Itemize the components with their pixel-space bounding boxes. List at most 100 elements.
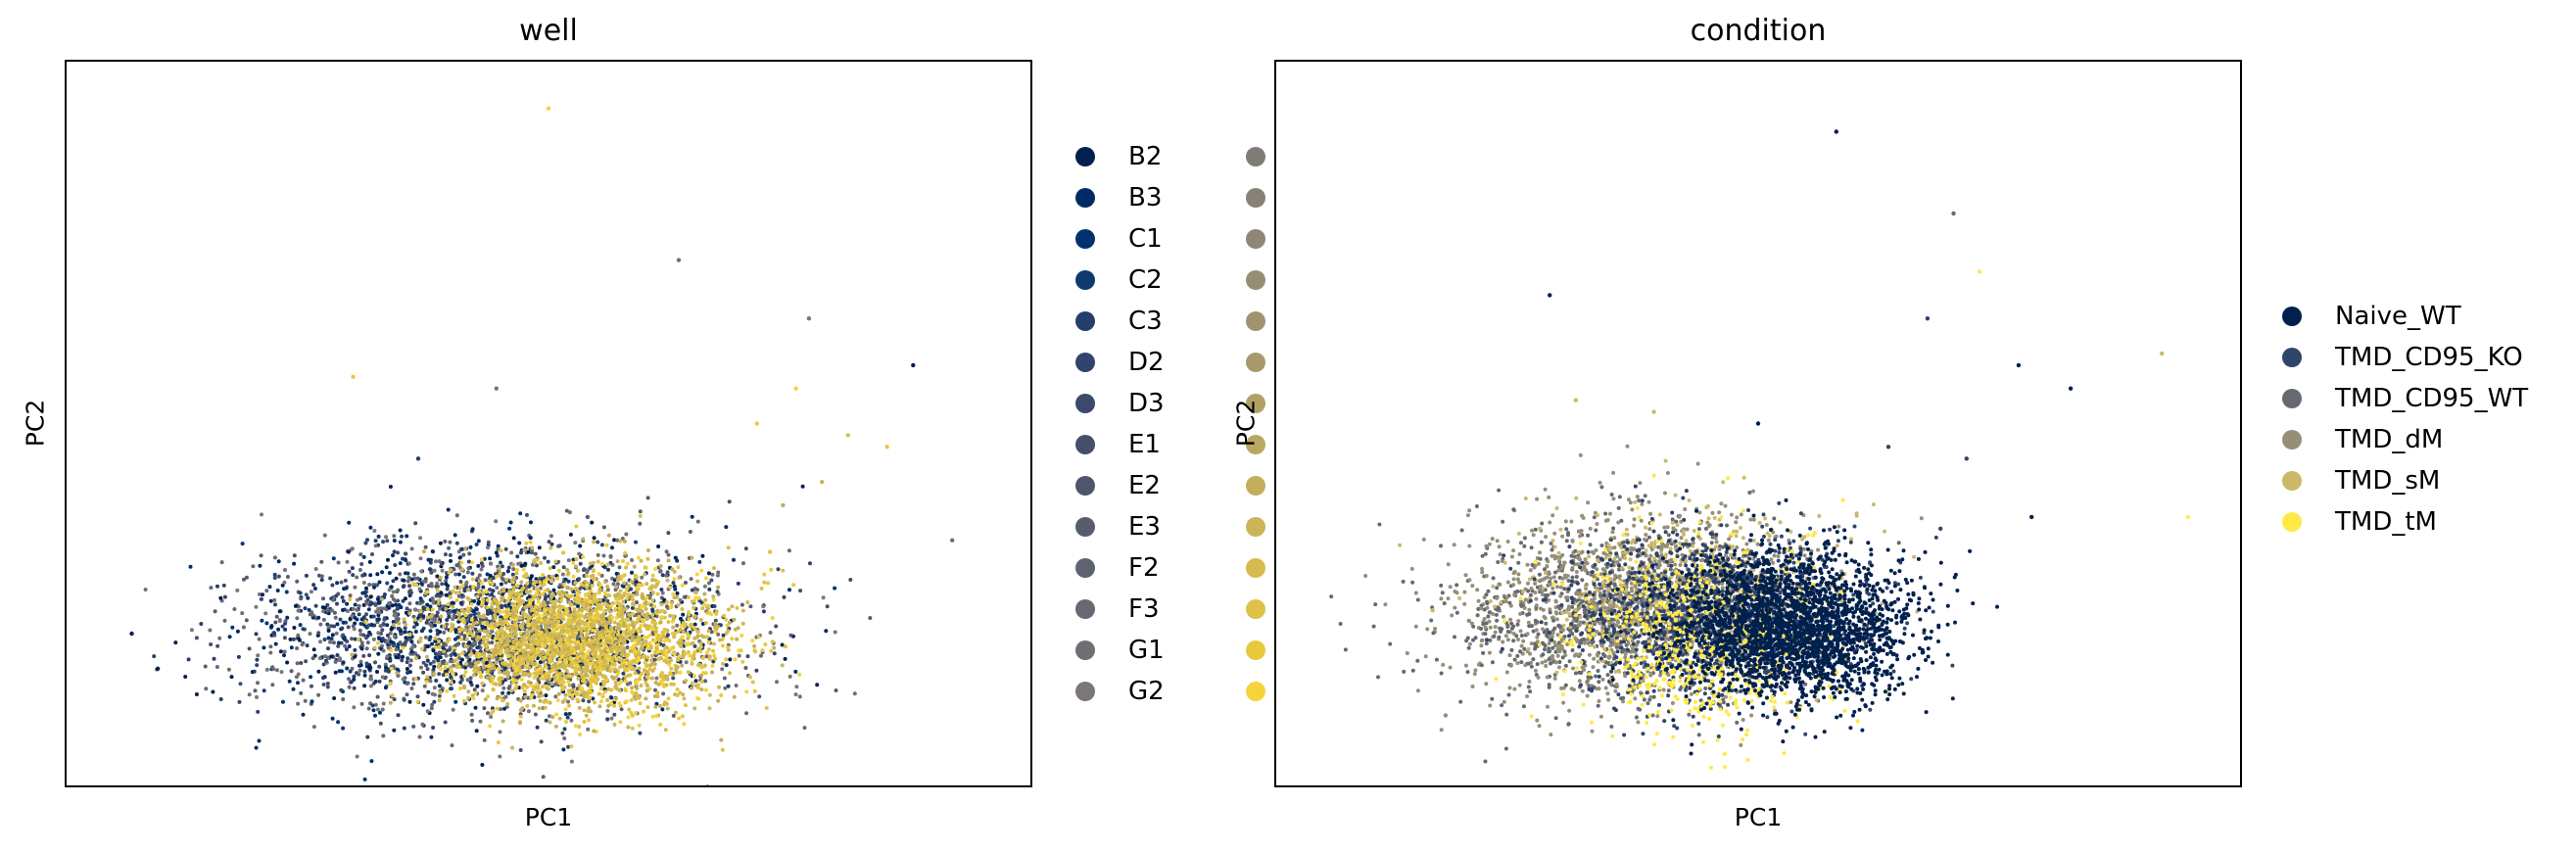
scatter-point [542,699,547,704]
scatter-point [549,615,553,620]
scatter-point [563,712,568,717]
scatter-point [703,679,708,684]
scatter-point [582,574,587,578]
scatter-point [364,612,368,617]
scatter-point [541,599,546,604]
scatter-point [509,550,514,555]
scatter-point [376,640,380,645]
scatter-point [194,692,199,696]
scatter-point [417,734,422,739]
scatter-point [424,654,429,659]
scatter-point [549,595,553,600]
scatter-point [519,588,524,592]
scatter-point [415,699,420,704]
scatter-point [300,642,305,647]
scatter-point [317,656,322,661]
scatter-point [575,568,580,573]
scatter-point [675,623,680,628]
scatter-point [438,630,442,635]
scatter-point [661,634,666,639]
scatter-point [465,570,470,575]
scatter-point [511,567,516,572]
scatter-point [649,653,654,658]
scatter-point [485,620,490,625]
scatter-point [783,656,787,661]
scatter-point [634,680,639,685]
scatter-point [392,728,397,733]
scatter-point [575,646,580,651]
scatter-point [567,510,572,515]
scatter-point [600,652,605,657]
scatter-point [574,691,579,696]
scatter-point [476,539,481,544]
scatter-point [554,670,559,675]
scatter-point [515,592,520,595]
scatter-point [449,680,453,685]
scatter-point [461,575,466,580]
scatter-point [331,597,336,602]
scatter-point [347,520,352,525]
scatter-point [609,700,613,705]
scatter-point [587,654,592,659]
scatter-point [511,644,516,649]
scatter-point [433,644,438,649]
scatter-point [549,652,553,657]
scatter-point [682,696,687,701]
scatter-point [467,551,472,556]
scatter-point [680,663,685,668]
scatter-point [437,639,441,643]
scatter-point [413,656,418,661]
scatter-point [629,698,634,702]
scatter-point [673,587,678,592]
scatter-point [423,544,428,549]
scatter-point [776,567,781,572]
scatter-point [244,575,249,580]
scatter-point [387,637,392,641]
scatter-point [504,612,509,617]
scatter-point [377,610,382,615]
scatter-point [432,686,437,690]
scatter-point [492,613,497,618]
scatter-point [556,591,561,595]
scatter-point [334,593,339,598]
scatter-point [697,559,702,564]
scatter-point [409,577,414,582]
scatter-point [364,586,368,591]
scatter-point [439,591,444,595]
scatter-point [678,690,683,695]
scatter-point [652,604,657,609]
scatter-point [501,609,506,614]
scatter-point [520,648,525,653]
scatter-point [619,707,624,712]
scatter-point [587,706,591,711]
scatter-point [398,640,403,645]
scatter-point [635,592,640,596]
scatter-point [518,720,522,725]
scatter-point [631,666,636,671]
scatter-point [608,609,613,614]
scatter-point [495,604,500,609]
scatter-point [732,694,737,699]
scatter-point [487,663,492,668]
scatter-point [473,691,478,696]
scatter-point [321,596,325,601]
scatter-point [578,561,583,566]
scatter-point [616,626,620,631]
scatter-point [630,726,635,731]
scatter-point [536,588,541,592]
scatter-point [505,626,509,631]
scatter-point [384,565,389,570]
scatter-point [556,691,561,696]
scatter-point [437,644,442,649]
scatter-point [429,706,434,711]
scatter-point [606,567,610,572]
scatter-point [335,601,339,606]
scatter-point [695,629,700,634]
scatter-point [566,558,571,563]
scatter-point [588,669,593,674]
scatter-point [364,601,369,606]
scatter-point [494,660,499,665]
scatter-point [511,648,516,653]
scatter-point [229,675,234,680]
scatter-point [496,546,501,551]
